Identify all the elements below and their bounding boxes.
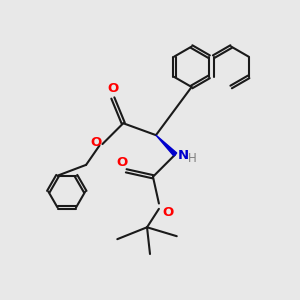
Text: O: O [162, 206, 173, 220]
Text: O: O [116, 156, 128, 169]
Text: O: O [90, 136, 101, 149]
Polygon shape [156, 135, 177, 156]
Text: N: N [178, 149, 189, 162]
Text: O: O [107, 82, 118, 95]
Text: H: H [188, 152, 197, 164]
